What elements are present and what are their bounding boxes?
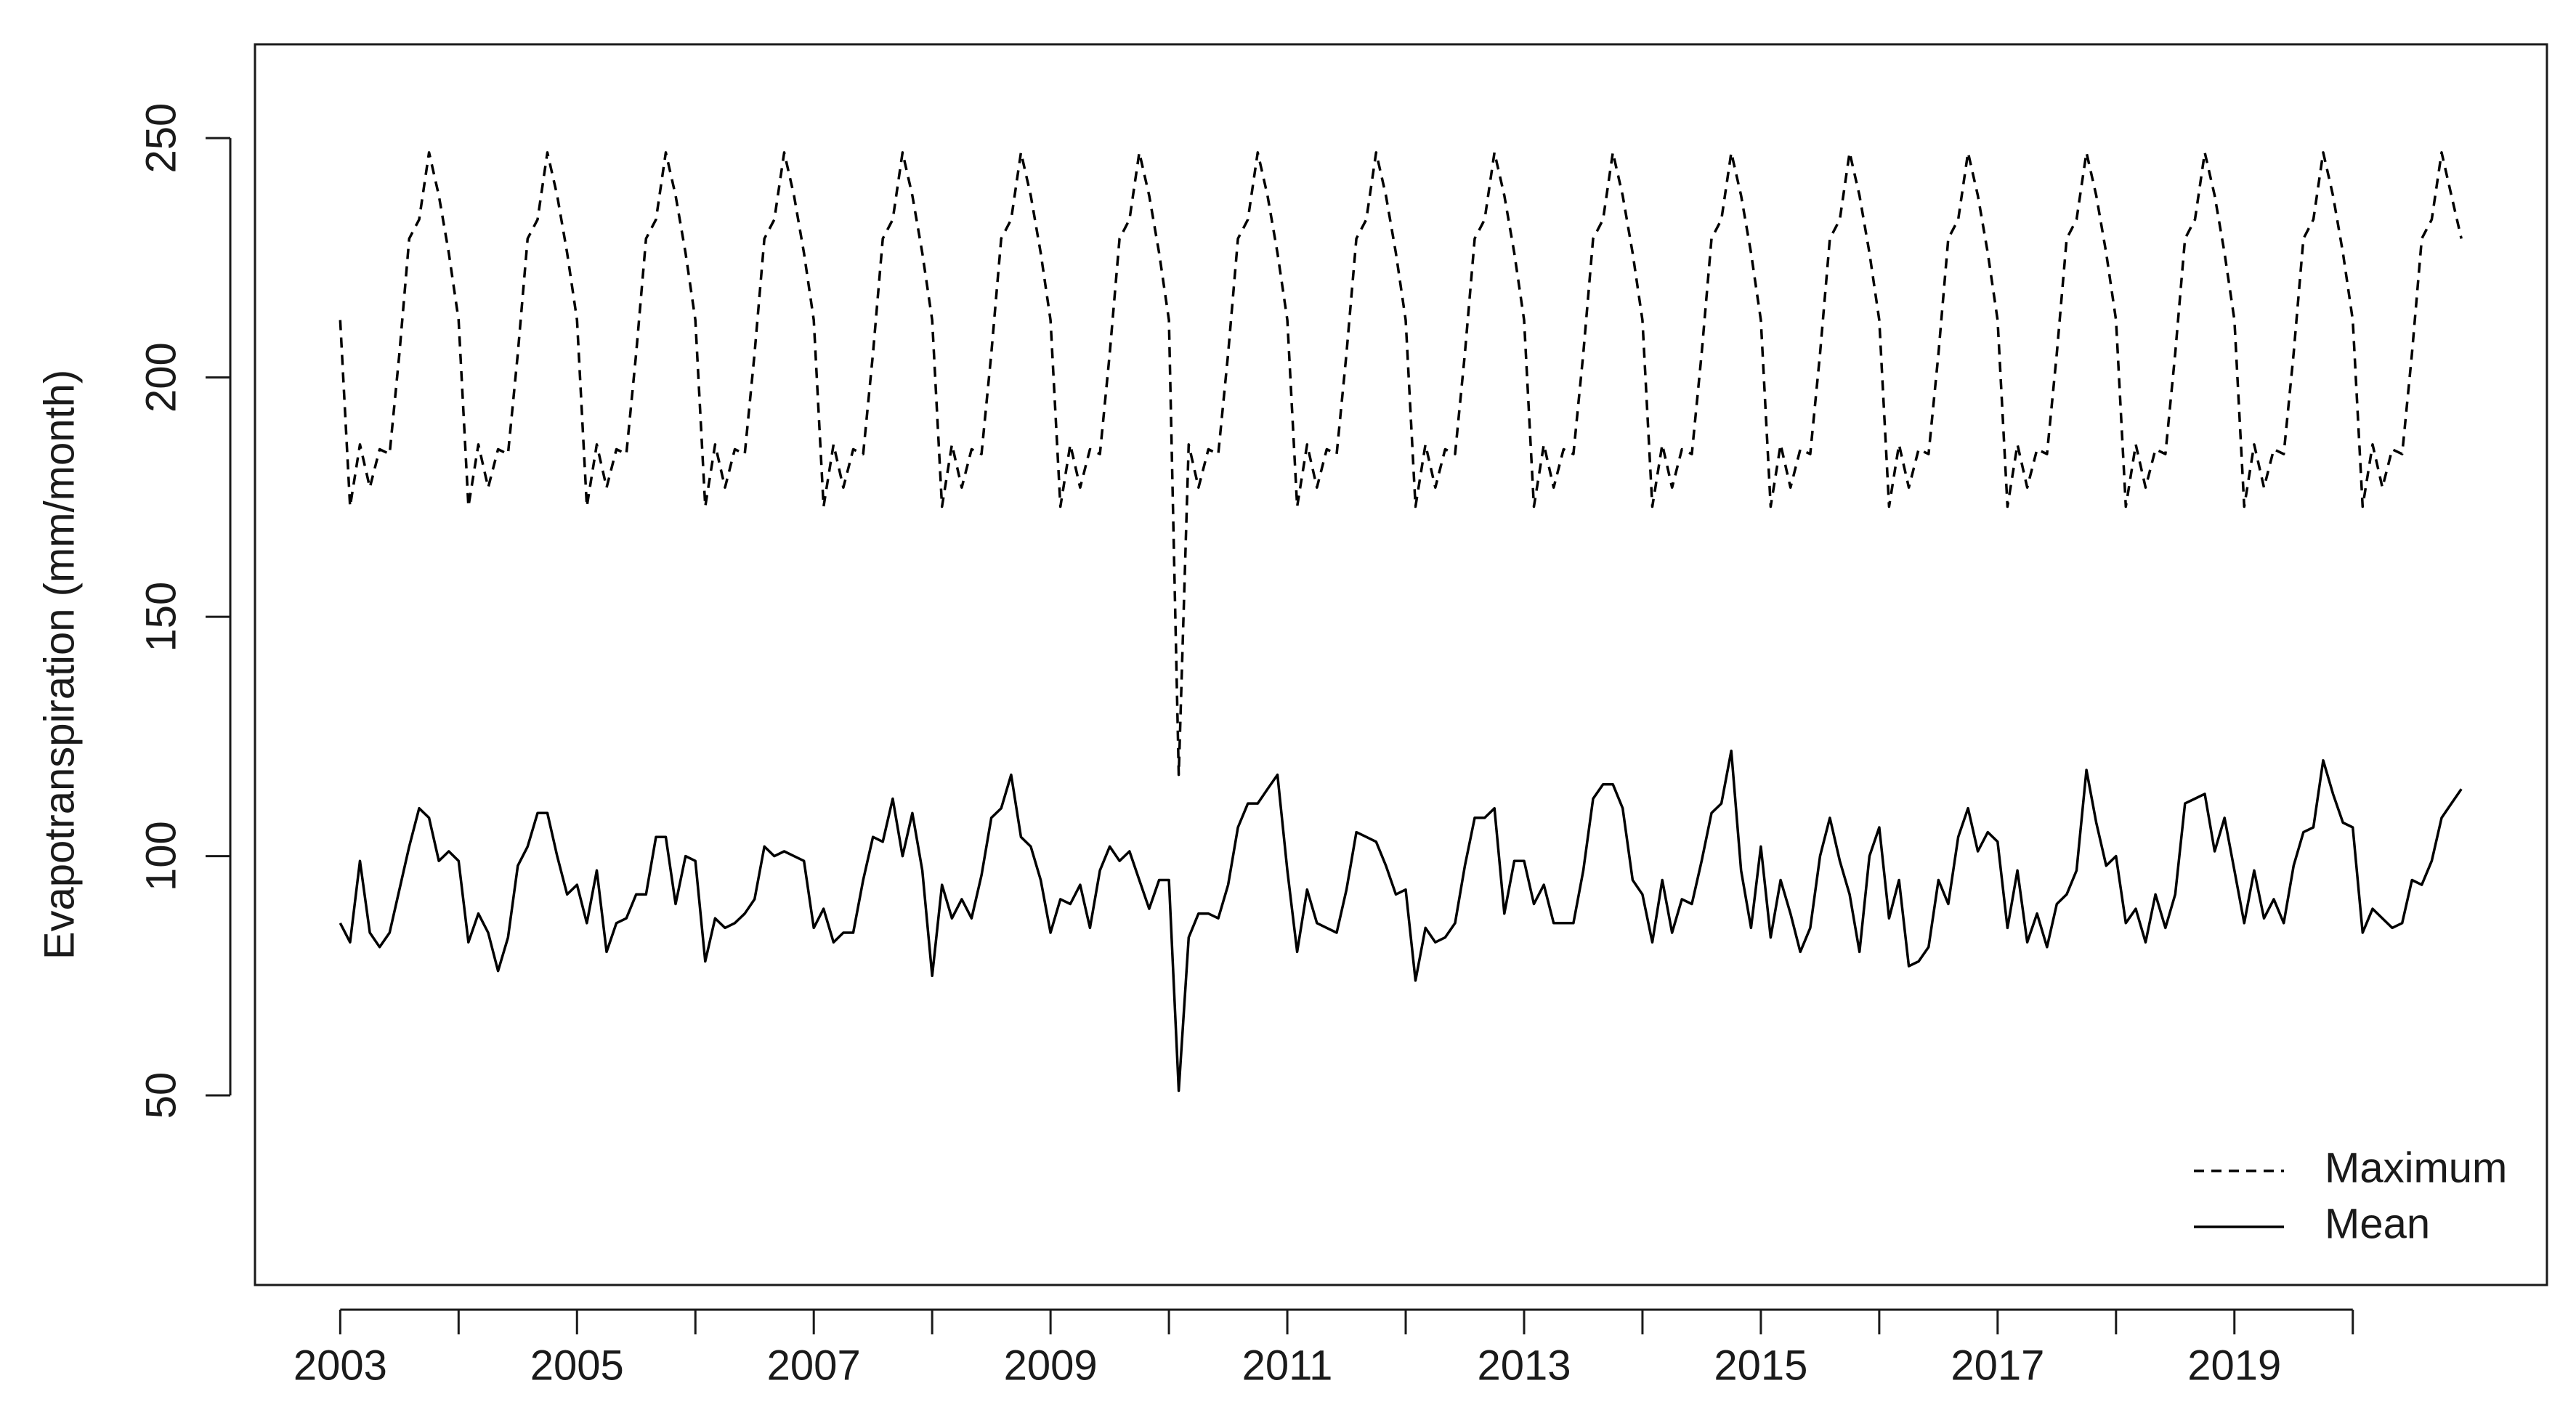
legend-label: Maximum (2325, 1144, 2507, 1191)
x-tick-label: 2009 (1004, 1342, 1098, 1389)
x-tick-label: 2003 (293, 1342, 387, 1389)
y-tick-label: 50 (137, 1072, 185, 1119)
x-tick-label: 2005 (530, 1342, 624, 1389)
series-line (339, 151, 2463, 777)
series-line (339, 749, 2463, 1092)
y-tick-label: 150 (137, 582, 185, 652)
plot-frame (254, 43, 2548, 1286)
legend-label: Mean (2325, 1200, 2430, 1247)
x-tick-label: 2007 (767, 1342, 861, 1389)
x-tick-label: 2019 (2187, 1342, 2281, 1389)
y-axis-label: Evapotranspiration (mm/month) (36, 370, 83, 960)
y-tick-label: 200 (137, 342, 185, 413)
y-tick-label: 250 (137, 103, 185, 174)
y-tick-label: 100 (137, 821, 185, 891)
x-tick-label: 2011 (1242, 1342, 1333, 1389)
x-tick-label: 2013 (1477, 1342, 1571, 1389)
x-tick-label: 2015 (1714, 1342, 1807, 1389)
x-tick-label: 2017 (1951, 1342, 2044, 1389)
